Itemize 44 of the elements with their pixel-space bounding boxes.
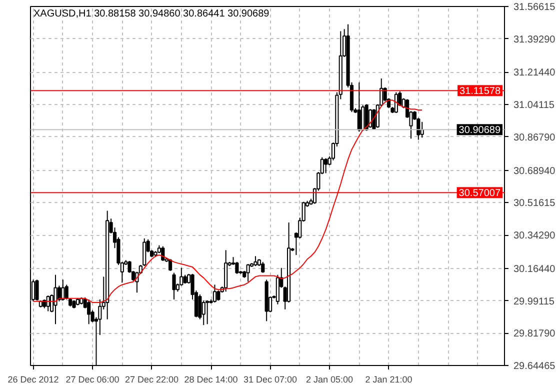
candlestick <box>202 300 206 326</box>
candlestick <box>35 279 39 301</box>
x-tick-label: 28 Dec 14:00 <box>184 374 238 384</box>
y-tick-label: 29.64465 <box>514 361 556 372</box>
y-tick-label: 31.04115 <box>514 100 555 112</box>
x-tick-label: 27 Dec 22:00 <box>125 374 179 384</box>
candlestick <box>212 284 217 303</box>
x-tick-label: 26 Dec 2012 <box>8 374 59 384</box>
candlestick <box>61 279 65 301</box>
candlestick <box>206 300 210 325</box>
ref-line-label: 30.57007 <box>458 188 501 200</box>
candlestick <box>235 261 239 274</box>
candlestick <box>261 261 265 274</box>
candlestick <box>87 298 91 325</box>
y-tick-label: 30.34290 <box>514 230 556 242</box>
candlestick <box>161 246 165 262</box>
candlestick <box>54 274 58 325</box>
x-tick-label: 2 Jan 05:00 <box>306 374 354 384</box>
y-tick-label: 30.16440 <box>514 264 556 275</box>
candlestick <box>246 263 250 282</box>
candlestick <box>357 82 361 132</box>
y-tick-label: 30.68940 <box>514 166 556 177</box>
y-tick-label: 30.51615 <box>514 198 556 210</box>
y-tick-label: 29.99115 <box>514 296 555 308</box>
y-tick-label: 31.56615 <box>514 2 556 13</box>
ref-line-label: 31.11578 <box>460 86 501 98</box>
y-tick-label: 31.39290 <box>514 34 556 46</box>
x-tick-label: 2 Jan 21:00 <box>365 374 412 384</box>
ref-line-label: 30.90689 <box>458 125 501 136</box>
x-tick-label: 31 Dec 07:00 <box>244 374 298 384</box>
candlestick <box>46 295 50 312</box>
y-tick-label: 29.81790 <box>514 328 556 340</box>
candlestick <box>254 256 258 267</box>
y-tick-label: 31.21440 <box>514 68 556 79</box>
candlestick <box>324 158 328 174</box>
candlestick <box>216 290 220 301</box>
x-tick-label: 27 Dec 06:00 <box>66 374 120 384</box>
candlestick <box>168 258 172 272</box>
chart-title: XAGUSD,H1 30.88158 30.94860 30.86441 30.90689 <box>34 8 270 20</box>
candlestick <box>57 285 61 302</box>
y-tick-label: 30.86790 <box>514 132 556 144</box>
candlestick <box>172 272 176 300</box>
candlestick <box>394 92 398 114</box>
candlestick <box>142 238 146 267</box>
